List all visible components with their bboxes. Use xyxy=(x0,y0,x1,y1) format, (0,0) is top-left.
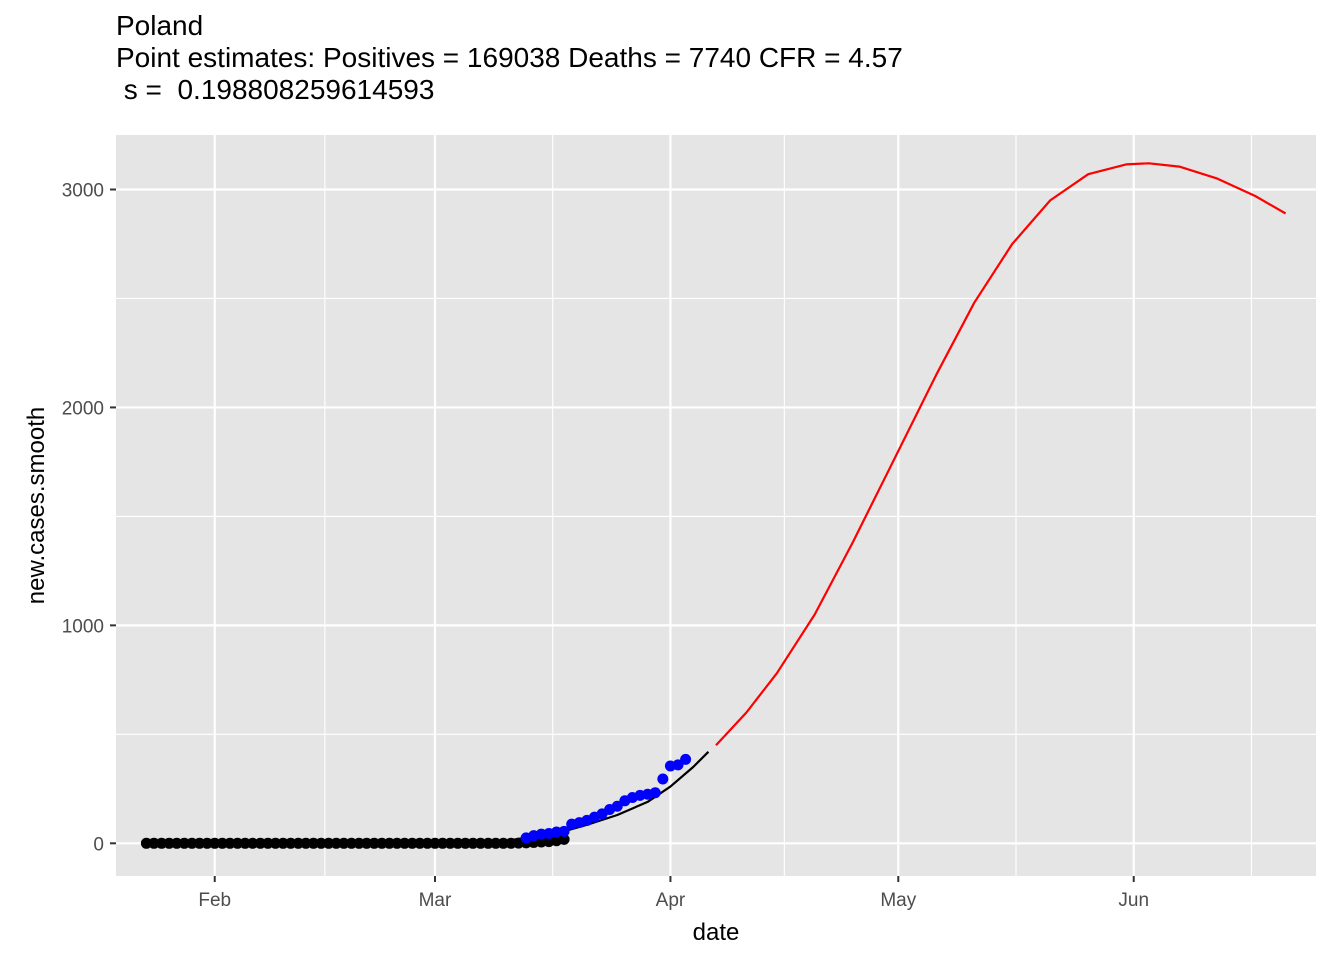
x-tick-label: May xyxy=(880,890,916,911)
x-tick-label: Jun xyxy=(1118,890,1149,911)
data-point xyxy=(171,837,183,849)
data-point xyxy=(209,837,221,849)
data-point xyxy=(383,837,395,849)
data-point xyxy=(163,837,175,849)
x-tick-label: Apr xyxy=(656,890,686,911)
data-point xyxy=(657,773,669,785)
data-point xyxy=(558,833,570,845)
data-point xyxy=(315,837,327,849)
data-point xyxy=(156,837,168,849)
chart-subtitle-line-2: s = 0.198808259614593 xyxy=(116,74,435,105)
data-point xyxy=(224,837,236,849)
data-point xyxy=(338,837,350,849)
title-block: Poland Point estimates: Positives = 1690… xyxy=(116,10,903,106)
data-point xyxy=(611,800,623,812)
data-point xyxy=(186,837,198,849)
data-point xyxy=(232,837,244,849)
data-point xyxy=(414,837,426,849)
data-point xyxy=(452,837,464,849)
data-point xyxy=(239,837,251,849)
data-point xyxy=(368,837,380,849)
data-point xyxy=(361,837,373,849)
data-point xyxy=(459,837,471,849)
data-point xyxy=(399,837,411,849)
y-tick-label: 2000 xyxy=(62,398,104,419)
data-point xyxy=(421,837,433,849)
series-points xyxy=(140,753,692,849)
projection-line xyxy=(715,162,1287,746)
data-point xyxy=(680,753,692,765)
data-point xyxy=(216,837,228,849)
data-point xyxy=(391,837,403,849)
data-point xyxy=(406,837,418,849)
y-axis-title: new.cases.smooth xyxy=(23,407,50,604)
data-point xyxy=(475,837,487,849)
data-point xyxy=(285,837,297,849)
chart-title: Poland xyxy=(116,10,204,41)
data-point xyxy=(330,837,342,849)
data-point xyxy=(194,837,206,849)
grid-minor xyxy=(116,135,1316,876)
y-tick-label: 3000 xyxy=(62,180,104,201)
x-tick-label: Feb xyxy=(198,890,231,911)
data-point xyxy=(178,837,190,849)
data-point xyxy=(490,837,502,849)
data-point xyxy=(649,787,661,799)
data-point xyxy=(482,837,494,849)
data-point xyxy=(277,837,289,849)
data-point xyxy=(429,837,441,849)
x-axis: Feb Mar Apr May Jun xyxy=(198,876,1149,911)
data-point xyxy=(497,837,509,849)
y-tick-label: 0 xyxy=(93,834,104,855)
data-point xyxy=(376,837,388,849)
x-tick-label: Mar xyxy=(419,890,452,911)
data-point xyxy=(444,837,456,849)
y-tick-label: 1000 xyxy=(62,616,104,637)
grid-major xyxy=(116,135,1316,876)
data-point xyxy=(558,825,570,837)
chart-subtitle-line-1: Point estimates: Positives = 169038 Deat… xyxy=(116,42,903,73)
data-point xyxy=(140,837,152,849)
data-point xyxy=(148,837,160,849)
data-point xyxy=(292,837,304,849)
data-point xyxy=(467,837,479,849)
data-point xyxy=(262,837,274,849)
data-point xyxy=(323,837,335,849)
data-point xyxy=(269,837,281,849)
data-point xyxy=(254,837,266,849)
data-point xyxy=(247,837,259,849)
data-point xyxy=(353,837,365,849)
data-point xyxy=(345,837,357,849)
y-axis: 0 1000 2000 3000 xyxy=(62,180,116,855)
plot-panel xyxy=(116,135,1316,876)
x-axis-title: date xyxy=(693,919,740,946)
data-point xyxy=(307,837,319,849)
data-point xyxy=(672,759,684,771)
data-point xyxy=(300,837,312,849)
data-point xyxy=(201,837,213,849)
data-point xyxy=(437,837,449,849)
